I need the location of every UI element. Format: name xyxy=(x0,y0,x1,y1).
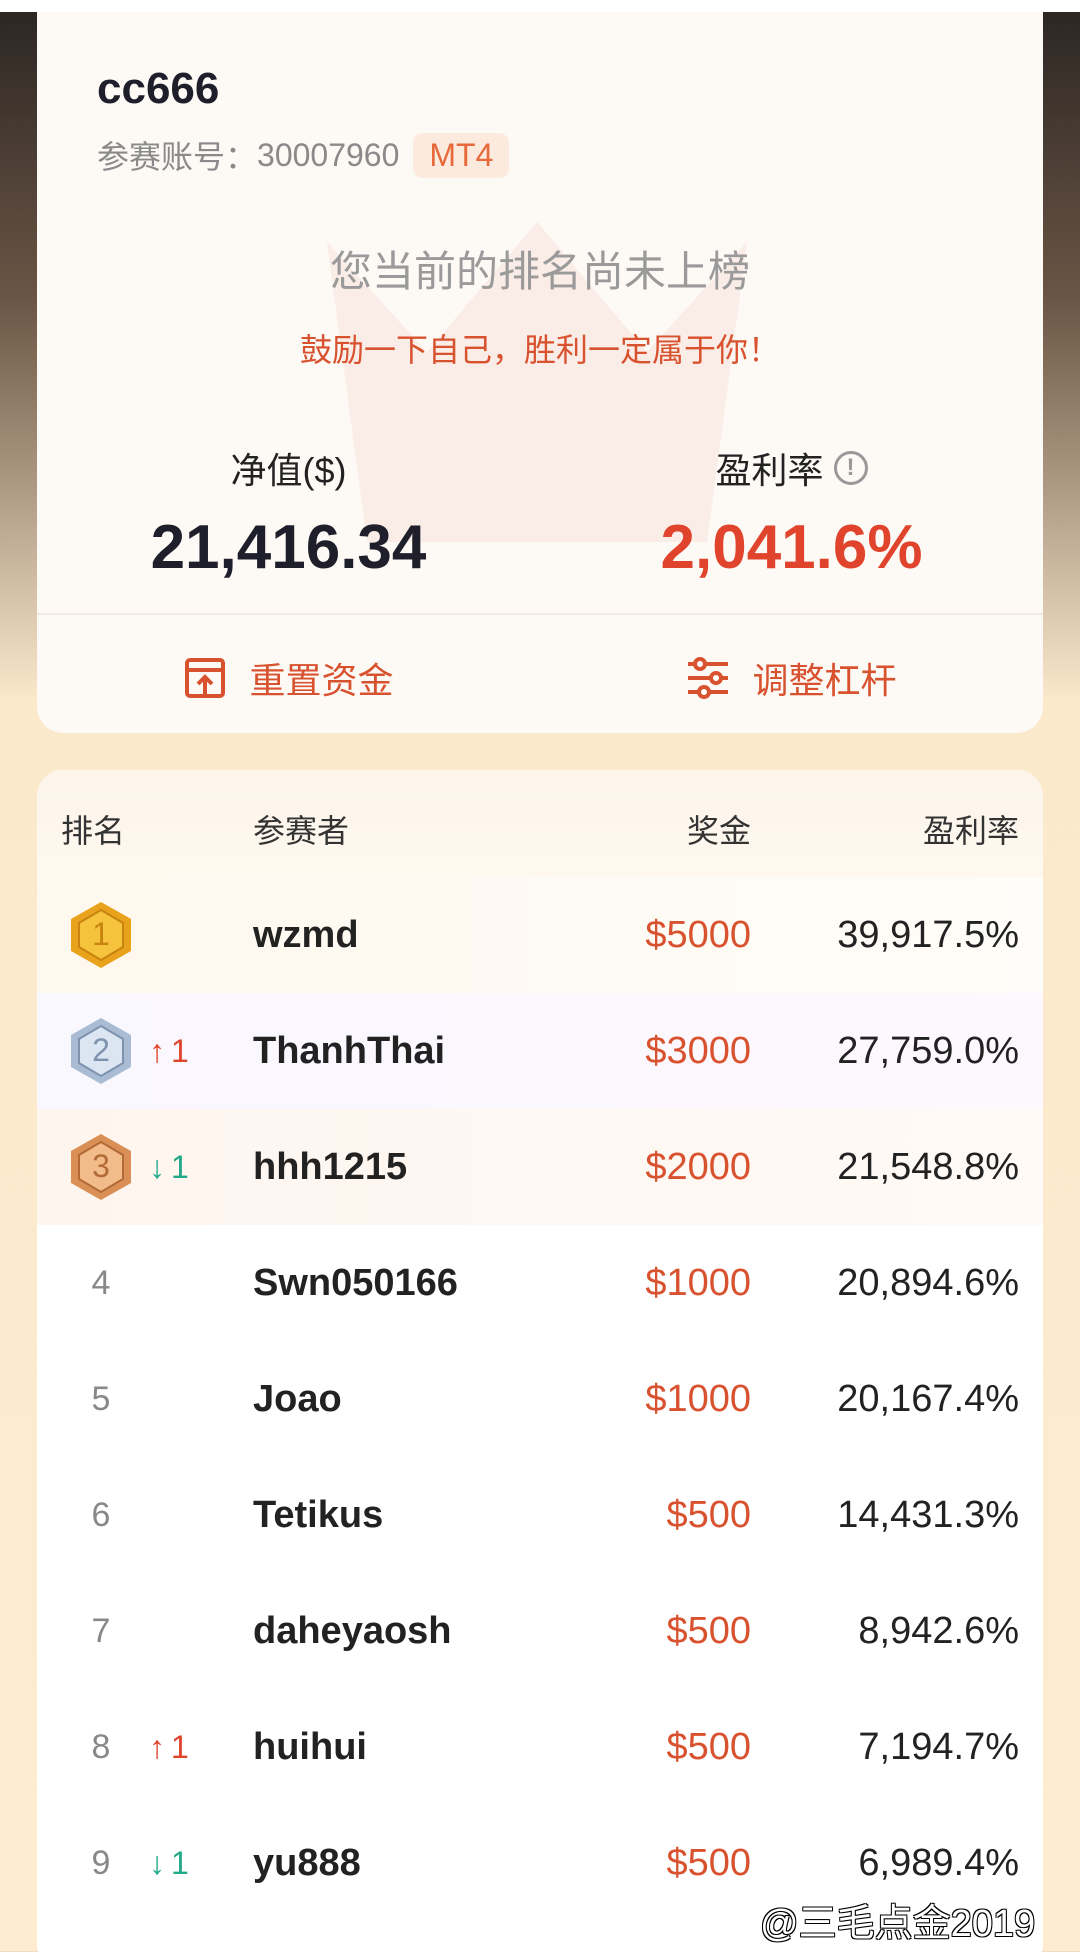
rank-change-value: 1 xyxy=(171,1728,189,1765)
rank-number: 3 xyxy=(92,1148,110,1184)
rank-change-value: 1 xyxy=(171,1844,189,1881)
equity-label: 净值($) xyxy=(230,450,347,491)
leaderboard-table: 排名 参赛者 奖金 盈利率 1 wzmd $5000 39,917.5% 2 ↑ 1 Than… xyxy=(37,770,1043,1952)
header-profit-rate: 盈利率 xyxy=(922,813,1019,849)
arrow-down-icon: ↓ xyxy=(149,1844,165,1881)
rank-medal-gold-icon: 1 xyxy=(61,877,141,993)
rank-number: 7 xyxy=(91,1611,111,1650)
rank-number: 6 xyxy=(91,1495,111,1534)
divider xyxy=(37,613,1043,615)
participant-name[interactable]: Swn050166 xyxy=(253,1261,458,1304)
account-label: 参赛账号： xyxy=(97,139,258,175)
profit-rate: 7,194.7% xyxy=(858,1725,1019,1768)
rank-number: 8 xyxy=(91,1727,111,1766)
prize-amount: $500 xyxy=(666,1493,751,1536)
equity-value: 21,416.34 xyxy=(150,513,427,582)
sliders-icon xyxy=(688,657,729,699)
prize-amount: $500 xyxy=(666,1725,751,1768)
participant-name[interactable]: Tetikus xyxy=(253,1493,384,1536)
participant-name[interactable]: yu888 xyxy=(253,1841,361,1884)
prize-amount: $5000 xyxy=(645,913,751,956)
profit-rate: 20,894.6% xyxy=(837,1261,1019,1304)
rank-change-value: 1 xyxy=(171,1148,189,1185)
arrow-down-icon: ↓ xyxy=(149,1148,165,1185)
watermark: @三毛点金2019 xyxy=(760,1903,1036,1945)
username: cc666 xyxy=(97,64,220,113)
prize-amount: $500 xyxy=(666,1609,751,1652)
table-row[interactable]: 4 Swn050166 $1000 20,894.6% xyxy=(37,1225,1043,1341)
rank-change: ↑ 1 xyxy=(149,1689,219,1805)
table-row[interactable]: 7 daheyaosh $500 8,942.6% xyxy=(37,1573,1043,1689)
participant-name[interactable]: daheyaosh xyxy=(253,1609,452,1652)
account-info: 参赛账号： 30007960 MT4 xyxy=(97,132,510,178)
table-row[interactable]: 2 ↑ 1 ThanhThai $3000 27,759.0% xyxy=(37,993,1043,1109)
rank-medal-silver-icon: 2 xyxy=(61,993,141,1109)
rank-medal-bronze-icon: 3 xyxy=(61,1109,141,1225)
profit-rate: 21,548.8% xyxy=(837,1145,1019,1188)
info-icon[interactable]: ! xyxy=(833,451,868,485)
reset-funds-label: 重置资金 xyxy=(249,660,394,701)
profit-rate: 20,167.4% xyxy=(837,1377,1019,1420)
participant-name[interactable]: hhh1215 xyxy=(253,1145,408,1188)
adjust-leverage-button[interactable]: 调整杠杆 xyxy=(540,652,1043,704)
profit-rate: 27,759.0% xyxy=(837,1029,1019,1072)
arrow-up-icon: ↑ xyxy=(149,1032,165,1069)
prize-amount: $2000 xyxy=(645,1145,751,1188)
rank-number: 9 xyxy=(91,1843,111,1882)
profit-rate-stat: 盈利率! 2,041.6% xyxy=(540,442,1043,583)
rank-change-value: 1 xyxy=(171,1032,189,1069)
platform-badge: MT4 xyxy=(413,132,510,178)
account-card: cc666 参赛账号： 30007960 MT4 您当前的排名尚未上榜 鼓励一下… xyxy=(37,12,1043,733)
table-row[interactable]: 6 Tetikus $500 14,431.3% xyxy=(37,1457,1043,1573)
rank-status: 您当前的排名尚未上榜 xyxy=(329,248,750,295)
profit-rate: 14,431.3% xyxy=(837,1493,1019,1536)
encouragement-text: 鼓励一下自己，胜利一定属于你！ xyxy=(299,332,780,368)
participant-name[interactable]: huihui xyxy=(253,1725,367,1768)
table-row[interactable]: 3 ↓ 1 hhh1215 $2000 21,548.8% xyxy=(37,1109,1043,1225)
rank-change: ↓ 1 xyxy=(149,1109,219,1225)
arrow-up-icon: ↑ xyxy=(149,1728,165,1765)
header-participant: 参赛者 xyxy=(253,813,350,849)
table-row[interactable]: 8 ↑ 1 huihui $500 7,194.7% xyxy=(37,1689,1043,1805)
participant-name[interactable]: wzmd xyxy=(253,913,359,956)
profit-rate: 8,942.6% xyxy=(858,1609,1019,1652)
rank-number: 1 xyxy=(92,916,110,952)
rank-change: ↓ 1 xyxy=(149,1805,219,1921)
table-row[interactable]: 5 Joao $1000 20,167.4% xyxy=(37,1341,1043,1457)
participant-name[interactable]: Joao xyxy=(253,1377,342,1420)
adjust-leverage-label: 调整杠杆 xyxy=(752,660,897,701)
prize-amount: $1000 xyxy=(645,1261,751,1304)
rank-number: 5 xyxy=(91,1379,111,1418)
equity-stat: 净值($) 21,416.34 xyxy=(37,442,540,583)
participant-name[interactable]: ThanhThai xyxy=(253,1029,446,1072)
prize-amount: $3000 xyxy=(645,1029,751,1072)
header-rank: 排名 xyxy=(61,813,126,849)
table-row[interactable]: 1 wzmd $5000 39,917.5% xyxy=(37,877,1043,993)
account-number: 30007960 xyxy=(257,136,400,173)
table-header: 排名 参赛者 奖金 盈利率 xyxy=(37,770,1043,877)
rank-number: 2 xyxy=(92,1032,110,1068)
prize-amount: $1000 xyxy=(645,1377,751,1420)
reset-funds-button[interactable]: 重置资金 xyxy=(37,652,540,704)
table-row[interactable]: 9 ↓ 1 yu888 $500 6,989.4% xyxy=(37,1805,1043,1921)
profit-rate-label: 盈利率 xyxy=(715,450,824,491)
profit-rate-value: 2,041.6% xyxy=(660,513,923,582)
header-prize: 奖金 xyxy=(686,813,751,849)
crown-watermark-icon xyxy=(327,222,747,542)
profit-rate: 6,989.4% xyxy=(858,1841,1019,1884)
status-strip xyxy=(0,0,1080,12)
profit-rate: 39,917.5% xyxy=(837,913,1019,956)
rank-change: ↑ 1 xyxy=(149,993,219,1109)
rank-number: 4 xyxy=(91,1263,111,1302)
prize-amount: $500 xyxy=(666,1841,751,1884)
reset-icon xyxy=(185,658,226,698)
